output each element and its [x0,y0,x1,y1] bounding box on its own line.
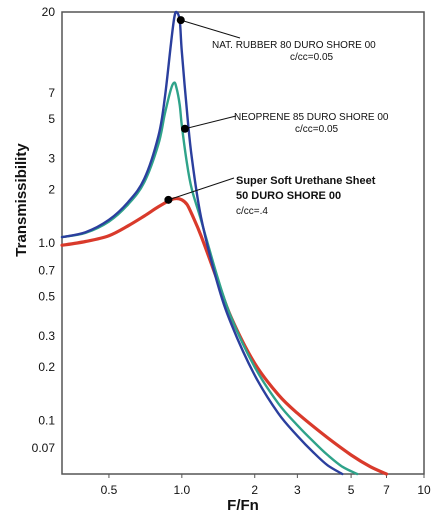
annotation-dot-neoprene [180,124,189,133]
x-tick-label: 10 [417,483,431,497]
x-tick-label: 7 [383,483,390,497]
x-tick-label: 3 [294,483,301,497]
y-tick-label: 0.7 [38,264,55,278]
annotation-label-urethane: Super Soft Urethane Sheet [236,175,376,187]
series-line-neoprene [60,81,359,476]
y-tick-label: 0.1 [38,414,55,428]
x-tick-label: 5 [348,483,355,497]
y-tick-label: 3 [48,151,55,165]
annotations: NAT. RUBBER 80 DURO SHORE 00c/cc=0.05NEO… [164,16,389,217]
annotation-leader-neoprene [184,115,237,130]
annotation-leader-urethane [168,177,235,201]
y-tick-label: 7 [48,86,55,100]
y-tick-label: 0.07 [32,441,56,455]
x-axis-ticks: 0.5 1.0 2 3 5 7 10 [101,474,431,497]
y-tick-label: 0.5 [38,289,55,303]
y-tick-label: 1.0 [38,236,55,250]
y-axis-ticks: 20 7 5 3 2 1.0 0.7 0.5 0.3 0.2 0.1 0.07 [32,5,56,455]
annotation-dot-urethane [164,195,173,204]
annotation-label-rubber: c/cc=0.05 [290,52,334,63]
x-axis-label: F/Fn [227,497,259,514]
y-tick-label: 5 [48,112,55,126]
annotation-label-rubber: NAT. RUBBER 80 DURO SHORE 00 [212,40,376,51]
x-tick-label: 2 [251,483,258,497]
plot-frame [61,11,425,475]
annotation-label-neoprene: NEOPRENE 85 DURO SHORE 00 [234,112,389,123]
y-axis-label: Transmissibility [13,143,30,257]
y-tick-label: 0.3 [38,329,55,343]
y-tick-label: 2 [48,183,55,197]
annotation-label-urethane: 50 DURO SHORE 00 [236,190,341,202]
x-tick-label: 1.0 [173,483,190,497]
series-line-urethane [60,196,389,476]
series-line-rubber [60,10,344,476]
y-tick-label: 20 [42,5,56,19]
x-tick-label: 0.5 [101,483,118,497]
annotation-leader-rubber [180,19,241,39]
annotation-dot-rubber [176,16,185,25]
annotation-label-neoprene: c/cc=0.05 [295,124,339,135]
series-lines [60,10,389,476]
annotation-label-urethane: c/cc=.4 [236,206,268,217]
y-tick-label: 0.2 [38,360,55,374]
